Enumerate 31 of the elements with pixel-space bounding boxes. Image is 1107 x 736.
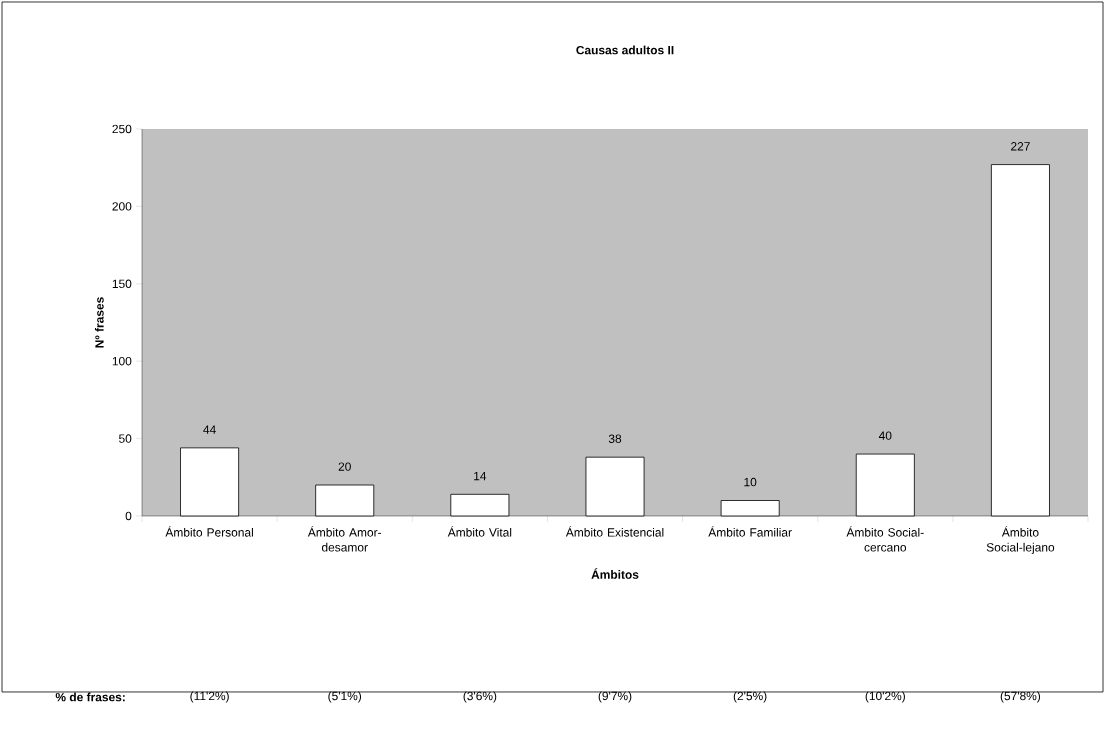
text: (3'6%) [463, 691, 497, 703]
text: (5'1%) [328, 691, 362, 703]
x-tick-label: Ámbito Familiar [708, 526, 792, 537]
text: (9'7%) [598, 691, 632, 703]
y-tick-label: 0 [125, 511, 132, 521]
y-tick-label: 250 [112, 124, 132, 134]
y-tick-label: 200 [112, 202, 132, 211]
x-tick-label: Ámbito Existencial [565, 526, 664, 537]
y-tick-label: 100 [112, 356, 132, 366]
x-tick-label: Ámbito Vital [447, 526, 512, 537]
y-axis-title: Nº frases [94, 297, 104, 348]
x-tick-label: Ámbito Personal [165, 526, 253, 537]
x-axis-title: Ámbitos [591, 568, 639, 579]
data-label: 10 [744, 477, 757, 487]
data-label: 227 [1011, 142, 1030, 151]
y-tick-label: 50 [119, 434, 132, 443]
x-tick-label: Ámbito Social-lejano [986, 526, 1055, 554]
y-tick-label: 150 [112, 279, 132, 289]
data-label: 40 [878, 431, 892, 440]
x-tick-label: Ámbito Social-cercano [846, 526, 924, 552]
text: (2'5%) [733, 691, 767, 703]
data-label: 38 [608, 434, 622, 443]
text: (57'8%) [1000, 691, 1041, 703]
data-label: 20 [338, 462, 351, 471]
data-label: 44 [203, 425, 216, 434]
data-label: 14 [474, 471, 487, 481]
x-tick-label: Ámbito Amor-desamor [307, 526, 382, 552]
chart-title: Causas adultos II [576, 45, 674, 55]
text: % de frases: [55, 692, 125, 702]
text: (11'2%) [190, 691, 229, 703]
text: (10'2%) [865, 691, 905, 703]
